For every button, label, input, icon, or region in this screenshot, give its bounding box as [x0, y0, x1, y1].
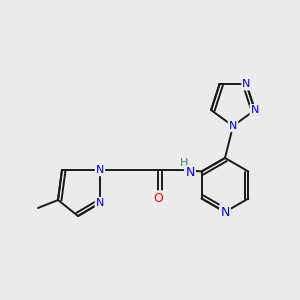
Text: N: N	[251, 105, 259, 115]
Text: N: N	[220, 206, 230, 218]
Text: N: N	[96, 165, 104, 175]
Text: N: N	[242, 80, 251, 89]
Text: N: N	[96, 198, 104, 208]
Text: N: N	[185, 167, 195, 179]
Text: O: O	[153, 191, 163, 205]
Text: H: H	[180, 158, 188, 168]
Text: N: N	[229, 121, 237, 131]
